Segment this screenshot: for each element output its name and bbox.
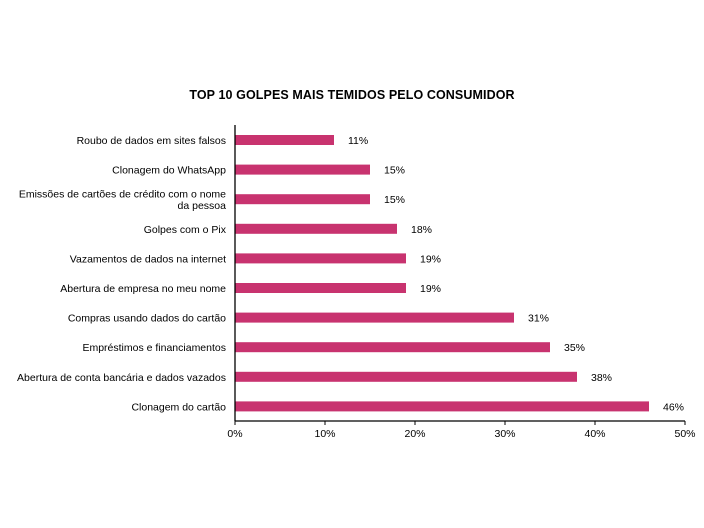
- data-label: 31%: [528, 313, 549, 325]
- category-label: Vazamentos de dados na internet: [70, 253, 226, 265]
- data-label: 11%: [348, 135, 368, 147]
- category-label: Clonagem do cartão: [131, 401, 226, 413]
- x-tick-label: 50%: [674, 428, 695, 440]
- category-label: Emissões de cartões de crédito com o nom…: [19, 188, 226, 200]
- x-tick-label: 30%: [494, 428, 515, 440]
- category-label: Clonagem do WhatsApp: [112, 165, 226, 177]
- data-label: 19%: [420, 283, 441, 295]
- bar: [235, 342, 550, 353]
- bars-group: 11% 15% 15% 18% 19% 19% 31% 35% 38% 46%: [235, 135, 684, 413]
- bar: [235, 253, 406, 264]
- data-label: 38%: [591, 372, 612, 384]
- bar: [235, 371, 577, 382]
- x-tick-label: 10%: [314, 428, 335, 440]
- data-label: 15%: [384, 165, 405, 177]
- x-tick-label: 20%: [404, 428, 425, 440]
- data-label: 19%: [420, 253, 441, 265]
- axes-group: Roubo de dados em sites falsos Clonagem d…: [17, 125, 696, 440]
- bar: [235, 135, 334, 145]
- x-tick-label: 40%: [584, 428, 605, 440]
- category-label: Abertura de conta bancária e dados vazad…: [17, 372, 226, 384]
- data-label: 15%: [384, 194, 405, 206]
- data-label: 35%: [564, 342, 585, 354]
- bar: [235, 283, 406, 293]
- bar: [235, 194, 370, 205]
- chart-title: TOP 10 GOLPES MAIS TEMIDOS PELO CONSUMID…: [189, 88, 515, 102]
- bar: [235, 401, 649, 412]
- bar: [235, 312, 514, 323]
- data-label: 46%: [663, 401, 684, 413]
- x-tick-label: 0%: [227, 428, 242, 440]
- category-label: Golpes com o Pix: [144, 224, 227, 236]
- bar: [235, 223, 397, 234]
- category-label: da pessoa: [178, 200, 227, 212]
- category-label: Roubo de dados em sites falsos: [77, 135, 226, 147]
- category-label: Compras usando dados do cartão: [68, 313, 226, 325]
- bar: [235, 164, 370, 175]
- category-label: Empréstimos e financiamentos: [82, 342, 226, 354]
- data-label: 18%: [411, 224, 432, 236]
- category-label: Abertura de empresa no meu nome: [60, 283, 226, 295]
